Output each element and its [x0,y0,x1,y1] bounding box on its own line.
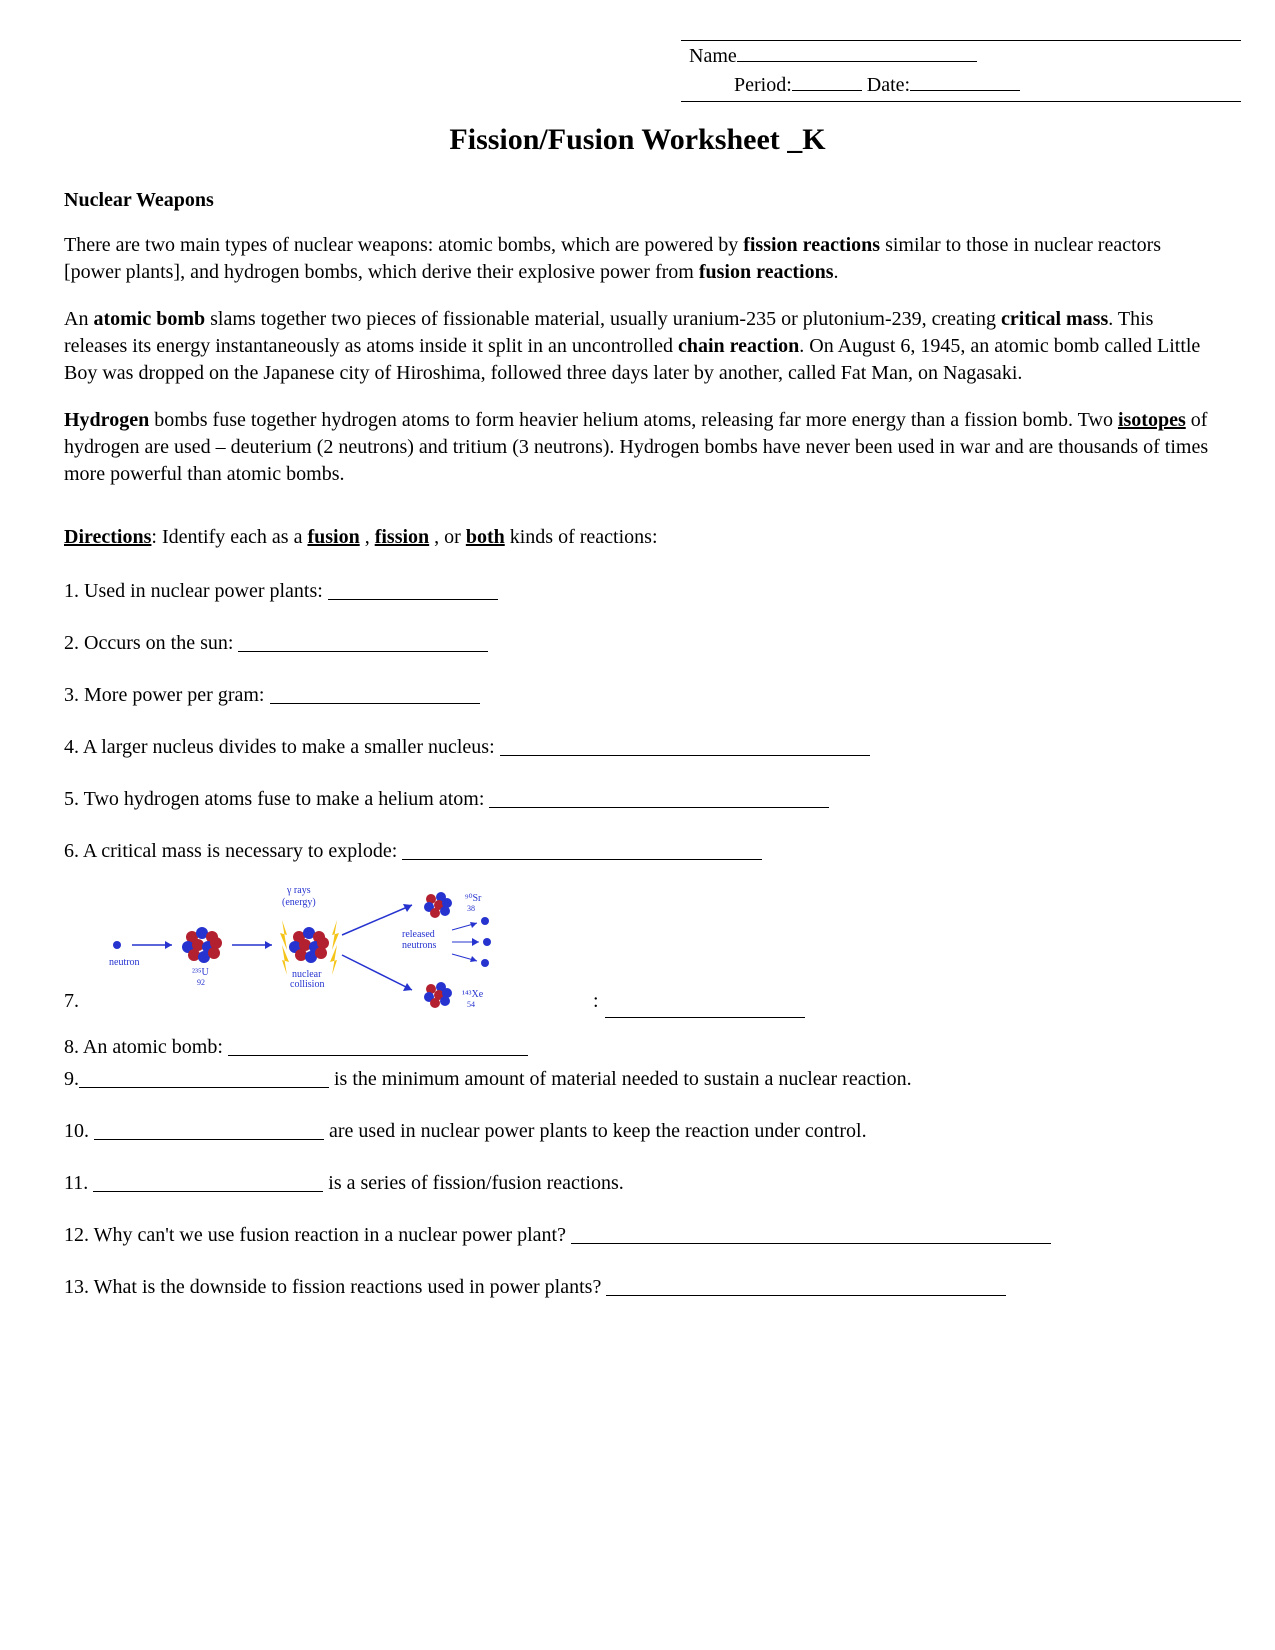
fission-diagram-icon: neutron ²³⁵U 92 γ rays (energy) nuclear … [87,875,587,1015]
date-label: Date: [867,74,910,96]
svg-text:⁹⁰Sr: ⁹⁰Sr [465,893,482,904]
question-8: 8. An atomic bomb: [64,1033,1211,1061]
svg-text:38: 38 [467,904,475,913]
intro-para-1: There are two main types of nuclear weap… [64,232,1211,286]
question-11: 11. is a series of fission/fusion reacti… [64,1169,1211,1197]
svg-text:(energy): (energy) [282,897,316,908]
question-2: 2. Occurs on the sun: [64,629,1211,657]
answer-blank-9[interactable] [79,1068,329,1088]
name-blank[interactable] [737,44,977,62]
svg-text:collision: collision [290,979,324,990]
name-label: Name [689,45,737,67]
svg-text:neutron: neutron [109,957,140,968]
answer-blank-11[interactable] [93,1172,323,1192]
question-10: 10. are used in nuclear power plants to … [64,1117,1211,1145]
answer-blank-3[interactable] [270,684,480,704]
answer-blank-4[interactable] [500,736,870,756]
period-date-row: Period: Date: [681,70,1241,102]
answer-blank-1[interactable] [328,580,498,600]
svg-text:released: released [402,929,435,940]
period-label: Period: [734,74,792,96]
question-9: 9. is the minimum amount of material nee… [64,1065,1211,1093]
intro-para-3: Hydrogen bombs fuse together hydrogen at… [64,407,1211,488]
svg-text:92: 92 [197,978,205,987]
answer-blank-6[interactable] [402,840,762,860]
intro-para-2: An atomic bomb slams together two pieces… [64,306,1211,387]
student-info-block: Name Period: Date: [681,40,1241,102]
question-7: 7. neutron ²³⁵U 92 γ rays (energy) [64,875,1211,1015]
question-4: 4. A larger nucleus divides to make a sm… [64,733,1211,761]
answer-blank-8[interactable] [228,1036,528,1056]
answer-blank-10[interactable] [94,1120,324,1140]
page-title: Fission/Fusion Worksheet _K [64,120,1211,161]
svg-text:neutrons: neutrons [402,940,437,951]
answer-blank-12[interactable] [571,1224,1051,1244]
question-12: 12. Why can't we use fusion reaction in … [64,1221,1211,1249]
svg-text:¹⁴³Xe: ¹⁴³Xe [462,989,484,1000]
section-heading: Nuclear Weapons [64,187,1211,214]
date-blank[interactable] [910,73,1020,91]
name-row: Name [681,40,1241,70]
question-1: 1. Used in nuclear power plants: [64,577,1211,605]
answer-blank-5[interactable] [489,788,829,808]
question-3: 3. More power per gram: [64,681,1211,709]
question-6: 6. A critical mass is necessary to explo… [64,837,1211,865]
svg-text:²³⁵U: ²³⁵U [192,967,209,978]
question-13: 13. What is the downside to fission reac… [64,1273,1211,1301]
period-blank[interactable] [792,73,862,91]
directions-line: Directions: Identify each as a fusion , … [64,524,1211,551]
answer-blank-7[interactable] [605,998,805,1018]
question-5: 5. Two hydrogen atoms fuse to make a hel… [64,785,1211,813]
answer-blank-13[interactable] [606,1276,1006,1296]
svg-text:γ rays: γ rays [286,885,311,896]
answer-blank-2[interactable] [238,632,488,652]
svg-text:54: 54 [467,1000,475,1009]
